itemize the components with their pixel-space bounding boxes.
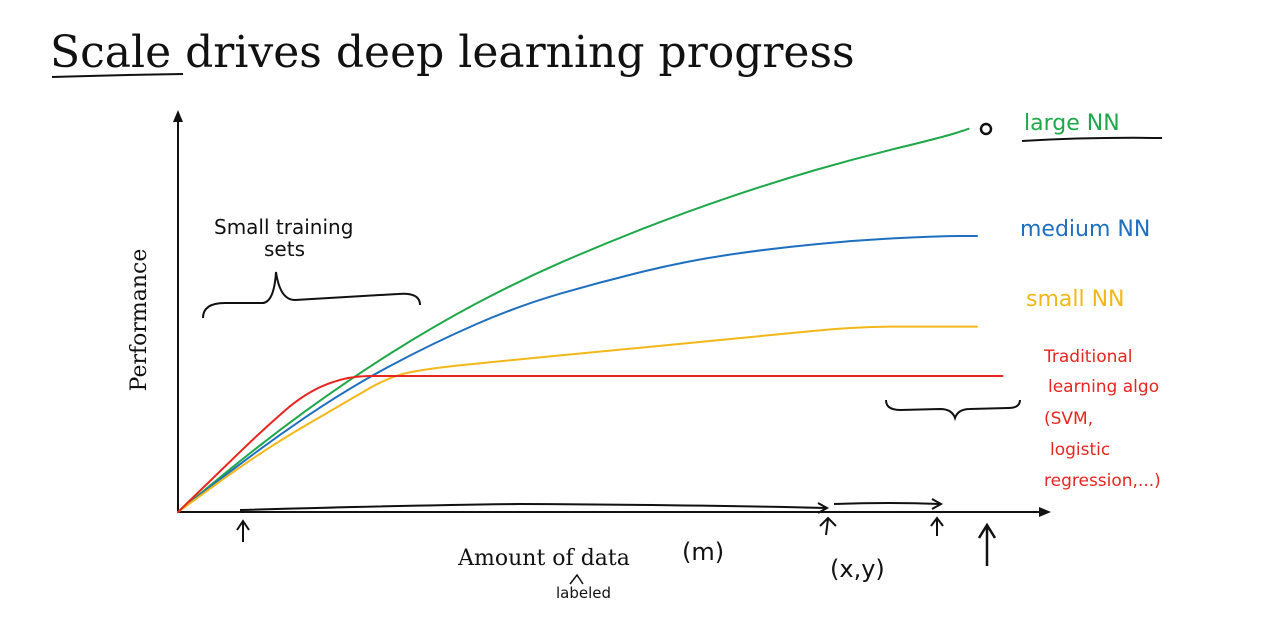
data-span-arrow-1: [239, 502, 827, 511]
tick-arrow-large: [977, 522, 997, 566]
label-small-nn: small NN: [1026, 287, 1125, 312]
traditional-line-2: learning algo: [1048, 377, 1159, 397]
data-span-arrowhead-2: [931, 498, 944, 510]
slide-title: Scale drives deep learning progress: [50, 27, 855, 78]
traditional-line-5: regression,...): [1044, 471, 1161, 491]
data-amount-arrows: [236, 498, 997, 566]
series-line-small: [177, 325, 978, 513]
tick-arrow-middle: [819, 516, 837, 536]
small-training-sets-note: Small training sets: [214, 215, 353, 261]
traditional-line-1: Traditional: [1043, 347, 1133, 367]
series-line-traditional: [177, 374, 1004, 513]
title-underline: [51, 73, 184, 78]
label-traditional: Traditional learning algo (SVM, logistic…: [1043, 347, 1161, 491]
label-medium-nn: medium NN: [1020, 217, 1150, 242]
traditional-region-brace: [885, 399, 1021, 422]
tick-arrow-start: [236, 519, 250, 542]
x-axis-label: Amount of data: [457, 546, 630, 571]
x-axis-arrowhead: [1039, 507, 1051, 517]
y-axis-arrowhead: [173, 110, 183, 122]
data-span-arrowhead-1: [817, 502, 830, 514]
xy-label: (x,y): [830, 555, 885, 583]
y-axis-label: Performance: [127, 249, 152, 392]
large-nn-underline: [1021, 136, 1163, 142]
labeled-label: labeled: [556, 584, 611, 602]
title-underlined-word: Scale: [50, 27, 171, 78]
axes: [173, 110, 1051, 517]
m-label: (m): [682, 538, 724, 566]
title-rest: drives deep learning progress: [171, 27, 854, 78]
tick-arrow-end: [930, 516, 944, 536]
small-training-brace: [202, 271, 421, 319]
labeled-caret: [569, 573, 584, 585]
series-layer: [177, 127, 1004, 513]
series-line-medium: [177, 235, 978, 513]
x-axis-notes: (m) labeled (x,y): [556, 538, 885, 602]
traditional-line-4: logistic: [1050, 440, 1110, 460]
series-labels: large NN medium NN small NN: [1020, 111, 1163, 312]
large-nn-endpoint-marker: [979, 122, 993, 136]
series-line-large: [177, 127, 970, 513]
small-training-line-1: Small training: [214, 215, 353, 239]
data-span-arrow-2: [833, 502, 941, 505]
label-large-nn: large NN: [1024, 111, 1120, 136]
small-training-line-2: sets: [264, 237, 305, 261]
traditional-line-3: (SVM,: [1044, 409, 1093, 429]
